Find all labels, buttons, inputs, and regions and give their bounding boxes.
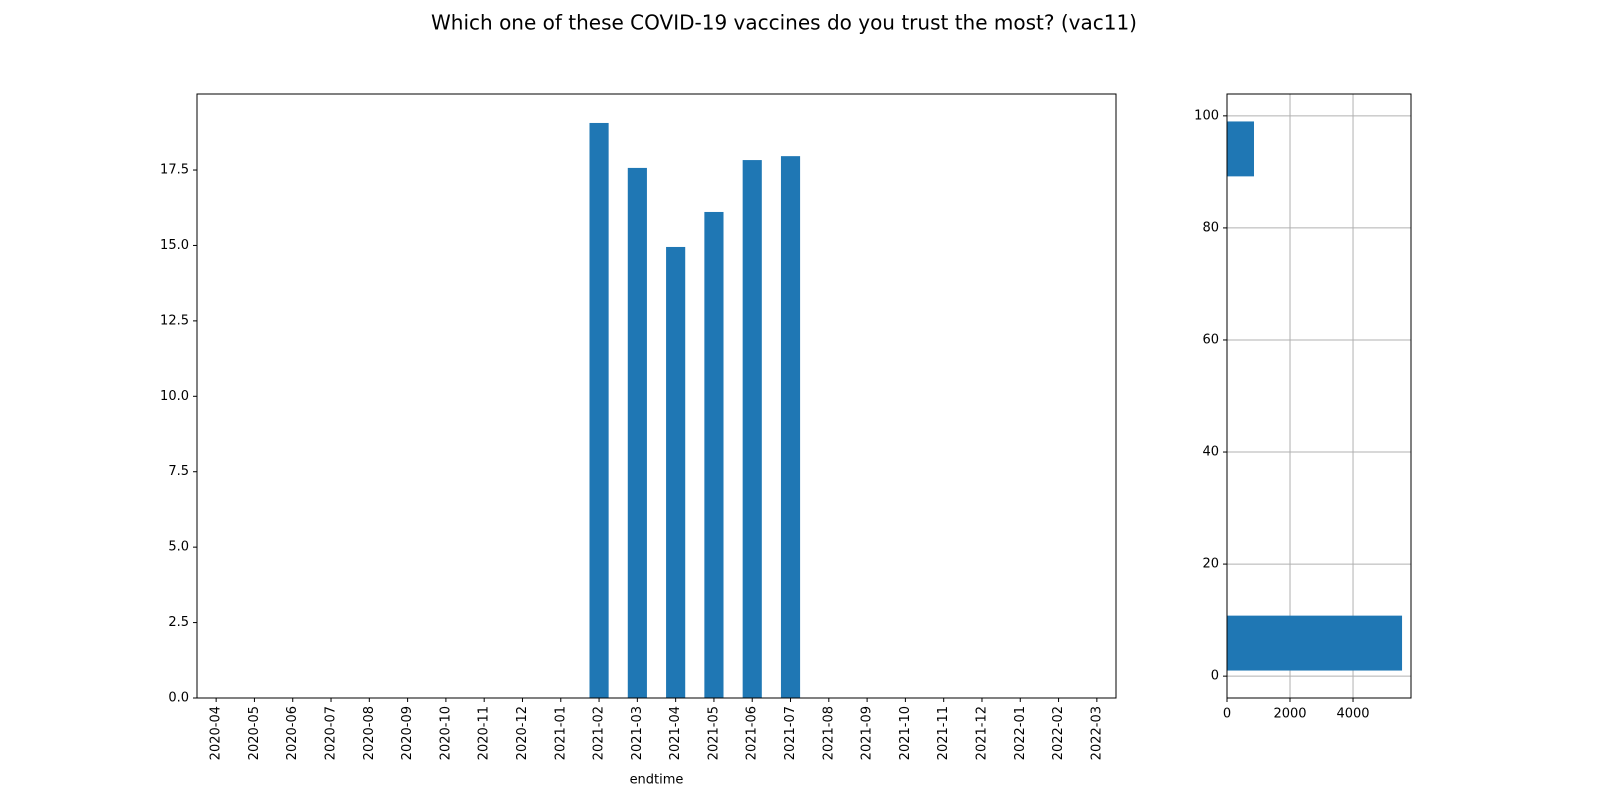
y-tick-label: 0 xyxy=(1211,669,1219,684)
bar xyxy=(742,160,762,699)
x-tick-label: 2021-08 xyxy=(821,706,836,760)
bar xyxy=(666,246,686,698)
plot-frame xyxy=(196,93,1117,699)
x-tick-label: 2020-12 xyxy=(515,706,530,760)
bar xyxy=(589,122,609,699)
x-tick-label: 2020-10 xyxy=(438,706,453,760)
y-tick-label: 0.0 xyxy=(168,691,189,706)
x-tick-label: 0 xyxy=(1223,707,1231,722)
y-tick-label: 80 xyxy=(1202,220,1219,235)
y-tick-label: 40 xyxy=(1202,445,1219,460)
x-axis-label: endtime xyxy=(630,773,684,788)
x-tick-label: 2020-11 xyxy=(477,706,492,760)
y-tick-label: 15.0 xyxy=(160,238,189,253)
y-tick-label: 2.5 xyxy=(168,615,189,630)
y-tick-label: 20 xyxy=(1202,557,1219,572)
y-tick-label: 10.0 xyxy=(160,389,189,404)
x-tick-label: 2020-04 xyxy=(209,706,224,760)
x-tick-label: 2021-11 xyxy=(936,706,951,760)
x-tick-label: 2021-05 xyxy=(706,706,721,760)
bar xyxy=(704,211,724,698)
x-tick-label: 2022-02 xyxy=(1051,706,1066,760)
x-tick-label: 2020-05 xyxy=(247,706,262,760)
x-tick-label: 2022-03 xyxy=(1089,706,1104,760)
x-tick-label: 4000 xyxy=(1336,707,1369,722)
x-tick-label: 2020-08 xyxy=(362,706,377,760)
chart-title: Which one of these COVID-19 vaccines do … xyxy=(431,11,1137,35)
x-tick-label: 2021-06 xyxy=(745,706,760,760)
x-tick-label: 2021-04 xyxy=(668,706,683,760)
plot-frame xyxy=(1226,93,1412,699)
x-tick-label: 2020-06 xyxy=(285,706,300,760)
x-tick-label: 2021-03 xyxy=(630,706,645,760)
x-tick-label: 2021-12 xyxy=(974,706,989,760)
x-tick-label: 2021-02 xyxy=(592,706,607,760)
y-tick-label: 7.5 xyxy=(168,464,189,479)
x-tick-label: 2020-07 xyxy=(324,706,339,760)
x-tick-label: 2022-01 xyxy=(1013,706,1028,760)
x-tick-label: 2021-09 xyxy=(860,706,875,760)
histogram-bar xyxy=(1227,121,1255,177)
y-tick-label: 5.0 xyxy=(168,540,189,555)
bar xyxy=(780,156,801,699)
y-tick-label: 12.5 xyxy=(160,313,189,328)
x-tick-label: 2021-07 xyxy=(783,706,798,760)
x-tick-label: 2021-10 xyxy=(898,706,913,760)
x-tick-label: 2000 xyxy=(1273,707,1306,722)
y-tick-label: 17.5 xyxy=(160,163,189,178)
y-tick-label: 100 xyxy=(1194,108,1219,123)
x-tick-label: 2020-09 xyxy=(400,706,415,760)
y-tick-label: 60 xyxy=(1202,332,1219,347)
x-tick-label: 2021-01 xyxy=(553,706,568,760)
bar xyxy=(627,167,647,698)
histogram-bar xyxy=(1227,615,1403,671)
